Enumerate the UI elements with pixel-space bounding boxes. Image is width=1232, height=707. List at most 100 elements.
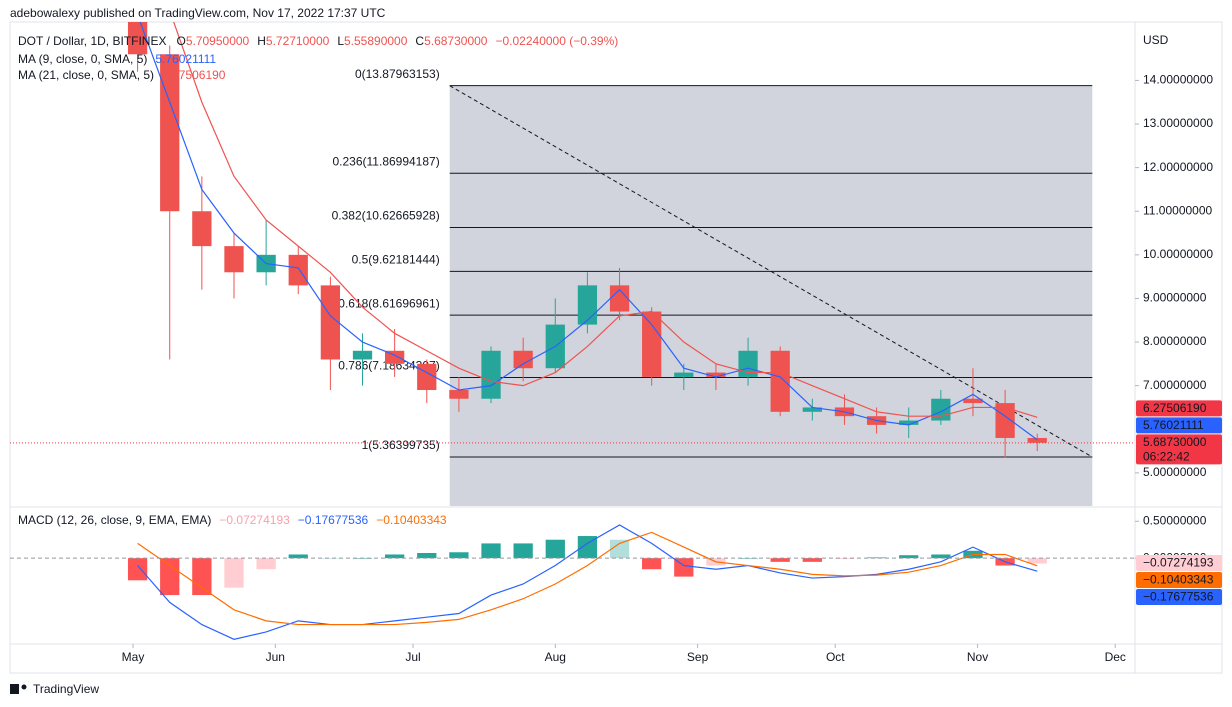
candle-body [417,363,437,391]
macd-histogram-bar [192,558,212,596]
fib-label: 1(5.36399735) [362,438,440,452]
x-tick-label: Oct [826,650,845,664]
candle-body [352,350,373,360]
logo-dot [21,684,27,690]
y-tick-label: 10.00000000 [1143,247,1213,261]
axis-price-box [1136,400,1222,417]
legend-text: H [257,34,266,48]
x-tick-label: Nov [967,650,988,664]
candle-body [706,372,726,377]
price-pane: 0(13.87963153) 0.236(11.86994187) 0.382(10… [127,22,1093,506]
moving-average [139,22,1038,441]
y-tick-label: 5.00000000 [1143,465,1207,479]
legend-text: 6.27506190 [162,68,226,82]
macd-histogram-bar [288,554,308,559]
y-tick-label: 8.00000000 [1143,334,1207,348]
axis-price-box [1136,555,1222,572]
candle-body [320,285,341,360]
chart-layers: 0(13.87963153) 0.236(11.86994187) 0.382(10… [10,22,1222,664]
x-tick-label: May [122,650,145,664]
legend-text: DOT / Dollar, 1D, BITFINEX [18,34,166,48]
macd-line [137,524,1038,640]
macd-histogram-bar [449,552,469,559]
fib-area [449,85,1093,506]
legend-text: MA (9, close, 0, SMA, 5) [18,52,147,66]
countdown: 06:22:42 [1143,450,1190,464]
macd-histogram-bar [160,558,180,596]
legend-text: −0.07274193 [219,513,290,527]
axis-price-box [1136,417,1222,434]
macd-histogram-bar [385,554,405,559]
macd-histogram-bar [770,558,790,562]
macd-histogram-bar [320,558,341,559]
macd-histogram-bar [609,539,630,559]
axis-price-label: 6.27506190 [1143,401,1207,415]
candle-body [931,398,951,421]
candle-body [481,350,501,399]
footer-brand: TradingView [33,682,99,696]
signal-line [137,531,1038,626]
fib-label: 0.786(7.18634307) [338,359,439,373]
axis-price-label: 5.68730000 [1143,435,1207,449]
footer: TradingView [10,682,99,696]
legend-text: O [176,34,185,48]
legend-text: MACD (12, 26, close, 9, EMA, EMA) [18,513,211,527]
candle-body [577,285,598,325]
candle-body [674,372,694,377]
candle-body [995,403,1015,438]
candle-body [963,398,983,404]
candle-body [288,254,308,286]
x-tick-label: Jul [405,650,420,664]
candle-body [449,390,469,399]
candle-body [770,350,790,412]
macd-histogram-bar [481,543,501,559]
candle-body [160,54,180,212]
x-tick-label: Dec [1105,650,1126,664]
legend-text: 5.76021111 [155,52,216,66]
candle-body [127,22,148,55]
axis-price-label: −0.07274193 [1143,556,1214,570]
fib-label: 0.236(11.86994187) [333,154,440,168]
axis-price-label: −0.10403343 [1143,573,1214,587]
candle-body [738,350,758,377]
legend-row: MA (9, close, 0, SMA, 5) 5.76021111 [18,52,216,66]
macd-histogram-bar [866,557,887,559]
legend-text: 5.72710000 [266,34,330,48]
candle-body [224,246,244,273]
axis-price-box [1136,589,1222,606]
y-tick-label: 14.00000000 [1143,73,1213,87]
macd-pane [127,524,1047,640]
legend-text: 5.70950000 [186,34,250,48]
x-tick-label: Jun [266,650,285,664]
candle-body [642,311,662,377]
candle-body [385,350,405,364]
fib-label: 0.382(10.62665928) [332,209,440,223]
candle-body [1027,437,1047,443]
trend-line [449,85,1093,458]
logo [10,684,19,694]
y-tick-label: 12.00000000 [1143,160,1213,174]
legend-text: 5.55890000 [344,34,408,48]
macd-histogram-bar [1027,558,1047,564]
legend-text: MA (21, close, 0, SMA, 5) [18,68,154,82]
moving-average [173,22,1038,418]
macd-histogram-bar [802,558,822,562]
candle-body [192,211,212,247]
frame [9,21,1223,674]
currency: USD [1143,33,1169,47]
macd-histogram-bar [577,536,598,559]
candle-body [802,407,822,412]
axis-price-box [1136,434,1222,465]
candle-body [513,350,533,369]
axis-price-label: −0.17677536 [1143,590,1214,604]
macd-histogram-bar [513,543,533,559]
macd-histogram-bar [899,555,919,559]
legend-text: −0.10403343 [376,513,447,527]
x-tick-label: Aug [545,650,566,664]
legend-row: DOT / Dollar, 1D, BITFINEX O5.70950000 H5.… [18,34,618,48]
legend-row: MA (21, close, 0, SMA, 5) 6.27506190 [18,68,226,82]
macd-histogram-bar [224,558,244,588]
macd-histogram-bar [127,558,148,581]
legend-text: −0.17677536 [298,513,369,527]
